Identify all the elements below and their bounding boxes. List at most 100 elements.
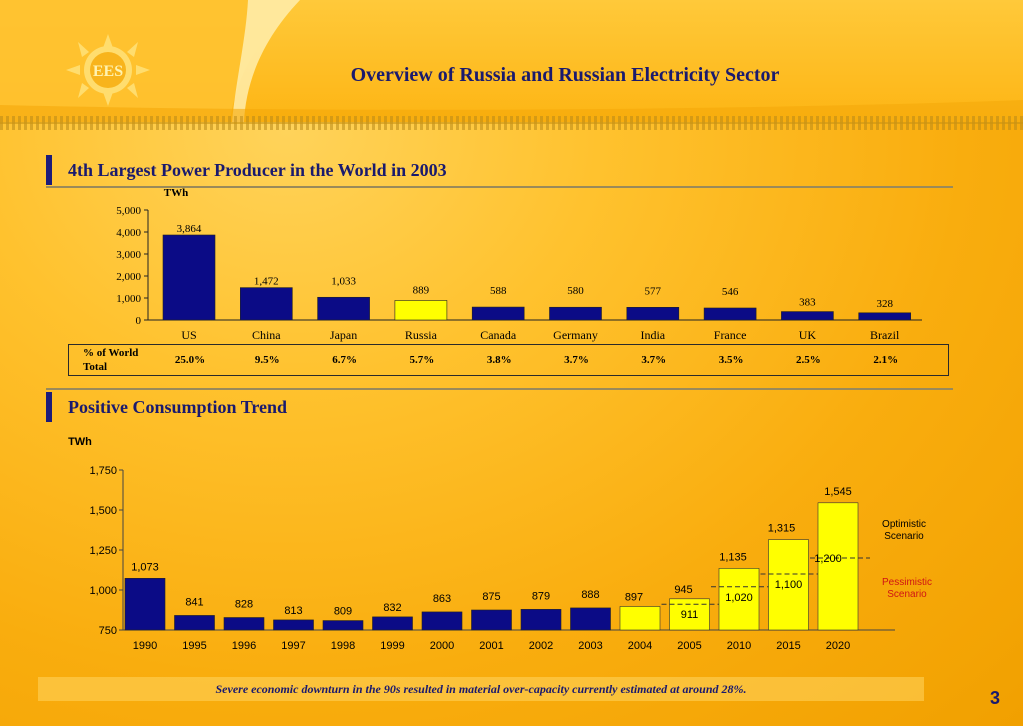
share-table-value: 25.0%	[174, 354, 206, 366]
data-label: 879	[532, 590, 550, 602]
bar-optimistic	[669, 598, 710, 631]
header-rule	[0, 122, 1023, 124]
data-label: 875	[482, 591, 500, 603]
section2-rule	[46, 388, 953, 390]
data-label: 863	[433, 593, 451, 605]
data-label-optimistic: 945	[674, 584, 692, 596]
data-label: 828	[235, 599, 253, 611]
data-label: 832	[383, 602, 401, 614]
data-label-optimistic: 1,135	[719, 551, 747, 563]
bar	[174, 615, 215, 631]
bar	[570, 607, 611, 631]
x-tick-label: Russia	[405, 328, 438, 342]
share-table-value: 3.7%	[564, 354, 589, 366]
bar	[223, 617, 265, 631]
x-tick-label: 2003	[578, 640, 602, 652]
x-tick-label: 2005	[677, 640, 701, 652]
data-label-optimistic: 1,315	[768, 523, 796, 535]
x-tick-label: 1999	[380, 640, 404, 652]
x-tick-label: France	[714, 328, 747, 342]
share-table-value: 2.1%	[873, 354, 899, 366]
x-tick-label: Brazil	[870, 328, 900, 342]
pessimistic-annotation-line2: Scenario	[887, 589, 927, 600]
x-tick-label: Germany	[553, 328, 598, 342]
bar	[322, 620, 364, 631]
data-label: 889	[413, 284, 430, 296]
data-label: 888	[581, 589, 599, 601]
section1-marker	[46, 155, 52, 185]
x-tick-label: UK	[799, 328, 817, 342]
share-table-label: % of World Total	[83, 347, 139, 373]
data-label: 813	[284, 605, 302, 617]
bar	[273, 619, 314, 631]
bar	[317, 296, 370, 321]
y-tick-label: 4,000	[116, 227, 141, 239]
bar	[240, 287, 293, 321]
ees-logo: EES	[66, 34, 150, 106]
y-tick-label: 1,500	[89, 505, 117, 517]
share-table-value: 3.5%	[718, 354, 744, 366]
data-label: 580	[567, 285, 584, 297]
section2-marker	[46, 392, 52, 422]
share-table-value: 3.7%	[641, 354, 667, 366]
section1-rule	[46, 186, 953, 188]
x-tick-label: India	[640, 328, 665, 342]
page-number: 3	[990, 688, 1001, 708]
x-tick-label: US	[181, 328, 196, 342]
section1-title: 4th Largest Power Producer in the World …	[68, 160, 447, 180]
optimistic-annotation-line2: Scenario	[884, 531, 924, 542]
y-tick-label: 0	[136, 315, 142, 327]
y-tick-label: 1,000	[116, 293, 141, 305]
data-label-optimistic: 897	[625, 591, 643, 603]
x-tick-label: 1998	[331, 640, 355, 652]
y-tick-label: 5,000	[116, 205, 141, 217]
bar-optimistic	[817, 502, 859, 631]
x-tick-label: 2002	[529, 640, 553, 652]
bar	[703, 307, 757, 321]
x-tick-label: 1997	[281, 640, 305, 652]
x-tick-label: 2020	[826, 640, 850, 652]
footer-bar: Severe economic downturn in the 90s resu…	[38, 677, 924, 701]
data-label-pessimistic: 1,200	[814, 553, 842, 565]
data-label: 841	[185, 596, 203, 608]
bar-optimistic	[768, 539, 809, 631]
bar	[394, 300, 448, 321]
x-tick-label: 2010	[727, 640, 751, 652]
data-label-pessimistic: 1,100	[775, 579, 803, 591]
data-label: 588	[490, 285, 507, 297]
data-label: 1,472	[254, 276, 279, 288]
x-tick-label: 2000	[430, 640, 454, 652]
share-table-value: 9.5%	[254, 354, 280, 366]
data-label: 328	[876, 298, 893, 310]
bar	[549, 306, 602, 321]
x-tick-label: 1996	[232, 640, 256, 652]
bar	[781, 311, 834, 321]
x-tick-label: Canada	[480, 328, 517, 342]
share-table-value: 6.7%	[332, 354, 357, 366]
bar-optimistic	[619, 606, 661, 631]
share-table: % of World Total 25.0% 9.5% 6.7% 5.7% 3.8% 3.…	[68, 344, 949, 376]
bar	[520, 609, 562, 631]
data-label-pessimistic: 1,020	[725, 592, 753, 604]
bar	[858, 312, 912, 321]
optimistic-annotation-line1: Optimistic	[882, 519, 926, 530]
y-tick-label: 1,250	[89, 545, 117, 557]
data-label: 577	[645, 285, 662, 297]
bar	[162, 234, 216, 321]
bar	[372, 616, 413, 631]
bar	[471, 306, 525, 321]
x-tick-label: 2001	[479, 640, 503, 652]
data-label: 3,864	[177, 223, 202, 235]
x-tick-label: 2004	[628, 640, 652, 652]
header-band: EES Overview of Russia and Russian Elect…	[0, 0, 1023, 122]
data-label: 1,033	[331, 275, 356, 287]
x-tick-label: China	[252, 328, 281, 342]
y-tick-label: 750	[99, 625, 117, 637]
bar	[124, 578, 166, 631]
section2-title: Positive Consumption Trend	[68, 397, 288, 417]
y-axis-label: TWh	[68, 436, 92, 448]
page-title: Overview of Russia and Russian Electrici…	[350, 64, 780, 86]
data-label: 546	[722, 286, 739, 298]
y-axis-label: TWh	[164, 187, 188, 199]
data-label-optimistic: 1,545	[824, 486, 852, 498]
